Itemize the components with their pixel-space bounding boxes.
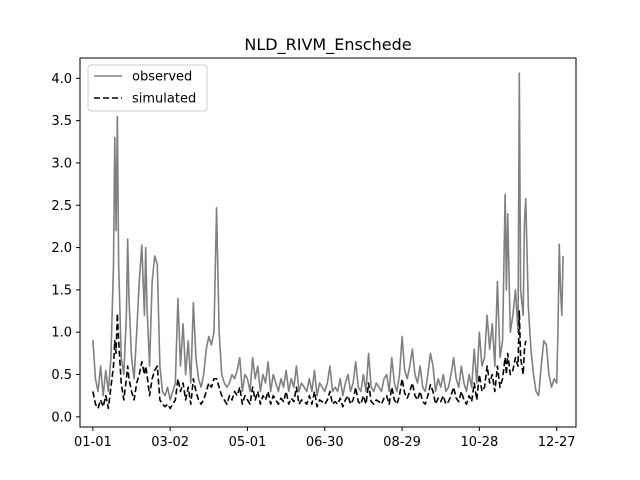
x-tick-label: 03-02 (151, 435, 189, 450)
x-tick-label: 10-28 (460, 435, 498, 450)
y-tick-label: 2.5 (51, 199, 72, 214)
x-tick-label: 01-01 (74, 435, 112, 450)
y-tick-label: 1.0 (51, 326, 72, 341)
y-tick-label: 2.0 (51, 241, 72, 256)
plot-area (92, 72, 564, 410)
series-line-simulated (92, 310, 527, 410)
x-tick-label: 08-29 (383, 435, 421, 450)
chart-title: NLD_RIVM_Enschede (244, 35, 411, 55)
y-tick-label: 4.0 (51, 72, 72, 87)
axes-frame (79, 57, 577, 428)
series-line-observed (92, 72, 564, 401)
legend: observed simulated (87, 64, 208, 112)
x-tick-label: 05-01 (229, 435, 267, 450)
y-tick-label: 3.5 (51, 114, 72, 129)
y-tick-label: 1.5 (51, 283, 72, 298)
y-tick-label: 0.0 (51, 410, 72, 425)
legend-label-simulated: simulated (132, 92, 196, 107)
y-tick-label: 0.5 (51, 368, 72, 383)
y-tick-label: 3.0 (51, 156, 72, 171)
axes: 0.0 0.5 1.0 1.5 2.0 2.5 3.0 3.5 4.0 01-01 03-02 05-… (51, 57, 577, 450)
x-tick-label: 12-27 (538, 435, 576, 450)
x-tick-label: 06-30 (306, 435, 344, 450)
legend-label-observed: observed (132, 70, 192, 85)
